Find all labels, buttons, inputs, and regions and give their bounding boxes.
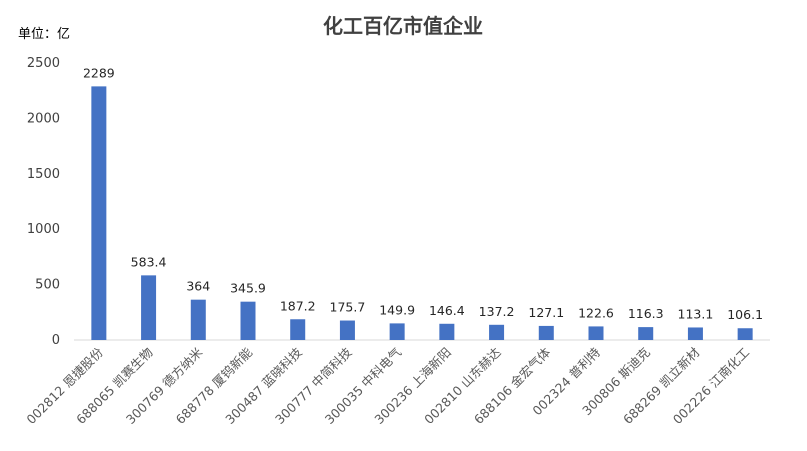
data-label: 137.2 xyxy=(479,304,515,319)
bar xyxy=(439,323,455,340)
data-label: 149.9 xyxy=(379,302,415,317)
bar xyxy=(687,327,703,340)
bar xyxy=(290,319,306,340)
data-label: 113.1 xyxy=(678,306,714,321)
data-label: 364 xyxy=(186,279,210,294)
data-label: 127.1 xyxy=(528,305,564,320)
chart-title: 化工百亿市值企业 xyxy=(323,14,483,38)
data-labels: 2289 583.4 364 345.9 187.2 175.7 149.9 146.4 137… xyxy=(83,65,763,322)
data-label: 122.6 xyxy=(578,305,614,320)
y-tick-label: 0 xyxy=(52,333,60,348)
y-axis: 0 500 1000 1500 2000 2500 xyxy=(27,56,60,348)
data-label: 2289 xyxy=(83,65,115,80)
bars xyxy=(91,86,753,340)
bar xyxy=(141,275,157,340)
y-tick-label: 2000 xyxy=(27,111,60,126)
bar xyxy=(489,324,505,340)
bar xyxy=(538,325,554,340)
data-label: 345.9 xyxy=(230,281,266,296)
y-tick-label: 1500 xyxy=(27,167,60,182)
bar xyxy=(638,327,654,340)
y-tick-label: 500 xyxy=(35,278,60,293)
bar xyxy=(737,328,753,340)
bar xyxy=(339,320,355,340)
bar xyxy=(240,301,256,340)
data-label: 146.4 xyxy=(429,303,465,318)
data-label: 116.3 xyxy=(628,306,664,321)
bar xyxy=(588,326,604,340)
bar xyxy=(389,323,405,340)
data-label: 187.2 xyxy=(280,298,316,313)
bar xyxy=(91,86,107,340)
y-tick-label: 1000 xyxy=(27,222,60,237)
y-tick-label: 2500 xyxy=(27,56,60,71)
data-label: 583.4 xyxy=(131,254,167,269)
data-label: 106.1 xyxy=(727,307,763,322)
unit-label: 单位：亿 xyxy=(18,27,70,42)
data-label: 175.7 xyxy=(330,300,366,315)
bar xyxy=(190,299,206,340)
